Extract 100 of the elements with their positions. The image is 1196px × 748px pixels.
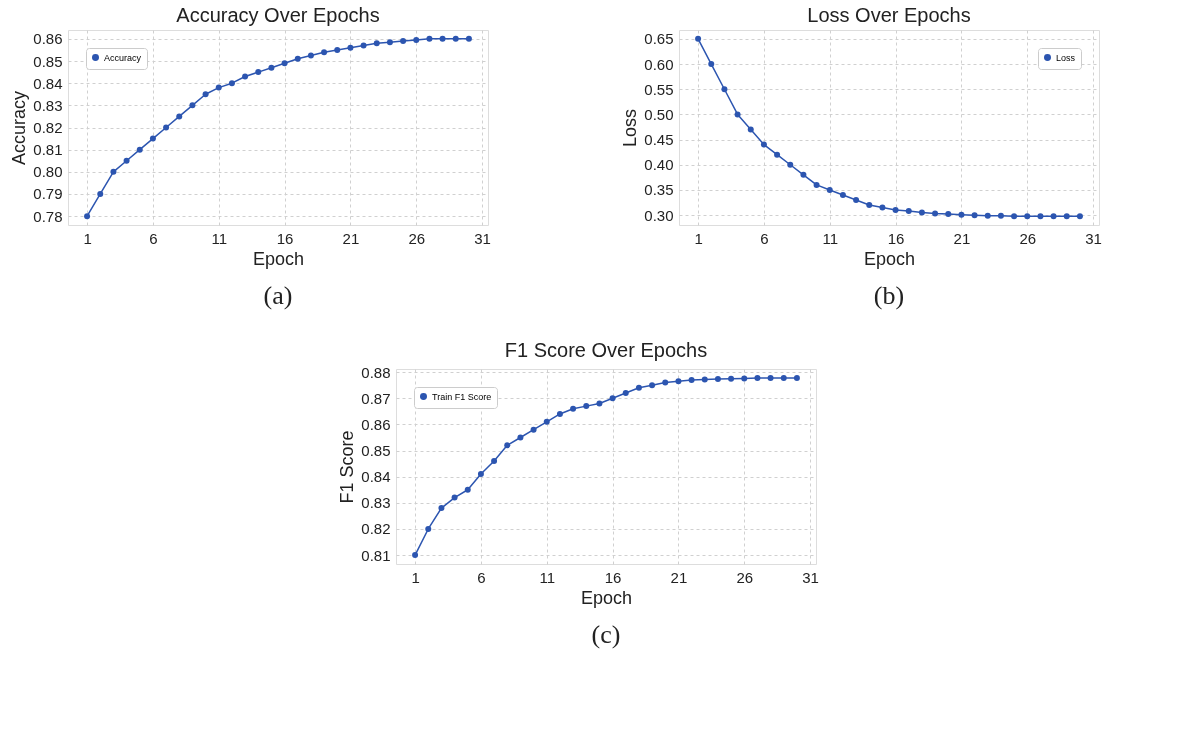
x-tick-label: 31: [1085, 229, 1102, 247]
point: [307, 52, 314, 59]
y-tick-label: 0.82: [361, 520, 391, 538]
point: [477, 471, 484, 478]
point: [635, 384, 642, 391]
x-tick-label: 6: [760, 229, 769, 247]
y-tick-label: 0.80: [33, 163, 63, 181]
point: [491, 458, 498, 464]
point: [932, 210, 939, 217]
point: [583, 403, 590, 410]
point: [879, 204, 886, 211]
point: [839, 191, 846, 198]
y-tick-label: 0.82: [33, 119, 63, 136]
point: [268, 64, 275, 71]
x-tick-label: 6: [477, 568, 486, 586]
point: [334, 46, 341, 53]
point: [136, 146, 143, 153]
chart-title: Loss Over Epochs: [807, 4, 971, 26]
x-axis-title: Epoch: [580, 587, 633, 608]
point: [426, 35, 433, 42]
text: (c): [591, 620, 621, 649]
legend-label: Train F1 Score: [432, 391, 492, 402]
x-tick-label: 31: [802, 568, 819, 586]
point: [439, 35, 446, 42]
point: [228, 80, 235, 87]
point: [517, 434, 524, 441]
point: [1024, 213, 1031, 220]
y-tick-label: 0.30: [644, 206, 674, 224]
point: [84, 213, 91, 220]
y-axis-title: F1 Score: [337, 430, 358, 504]
point: [1050, 213, 1057, 220]
y-tick-label: 0.86: [361, 415, 391, 433]
y-tick-label: 0.83: [361, 494, 391, 512]
point: [918, 209, 925, 216]
y-tick-label: 0.55: [644, 80, 674, 98]
point: [741, 375, 748, 382]
point: [892, 207, 899, 214]
y-tick-label: 0.50: [644, 105, 674, 123]
y-axis-title: Accuracy: [9, 90, 30, 166]
point: [1037, 213, 1044, 220]
point: [721, 86, 728, 93]
point: [149, 135, 156, 142]
point: [675, 378, 682, 385]
point: [556, 410, 563, 417]
x-tick-label: 11: [539, 568, 556, 586]
x-tick-label: 1: [411, 568, 420, 586]
point: [452, 35, 459, 42]
point: [774, 151, 781, 158]
point: [215, 84, 222, 91]
y-tick-label: 0.88: [361, 363, 391, 381]
point: [622, 390, 629, 397]
x-tick-label: 26: [408, 229, 426, 247]
point: [905, 208, 912, 215]
point: [202, 91, 209, 98]
point: [97, 190, 104, 197]
x-axis-title: Epoch: [863, 248, 916, 269]
point: [347, 44, 354, 51]
y-tick-label: 0.45: [644, 131, 674, 149]
point: [984, 212, 991, 219]
point: [451, 494, 458, 501]
point: [662, 379, 669, 386]
x-tick-label: 11: [211, 229, 228, 247]
y-tick-label: 0.79: [33, 185, 63, 203]
text: (b): [873, 281, 905, 310]
point: [255, 69, 262, 76]
y-tick-label: 0.78: [33, 207, 63, 225]
point: [688, 376, 695, 383]
y-tick-label: 0.83: [33, 96, 63, 114]
point: [760, 141, 767, 148]
point: [373, 40, 380, 47]
x-tick-label: 11: [822, 229, 839, 247]
point: [813, 181, 820, 188]
point: [649, 382, 656, 389]
y-tick-label: 0.84: [361, 468, 391, 486]
point: [281, 60, 288, 67]
point: [504, 442, 511, 449]
y-tick-label: 0.40: [644, 156, 674, 174]
y-tick-label: 0.87: [361, 389, 391, 407]
point: [400, 38, 407, 45]
y-tick-label: 0.84: [33, 74, 63, 92]
point: [747, 126, 754, 133]
point: [754, 374, 761, 381]
point: [413, 36, 420, 43]
point: [780, 374, 787, 381]
point: [1076, 213, 1083, 220]
x-tick-label: 31: [474, 229, 491, 247]
y-tick-label: 0.81: [33, 141, 63, 159]
point: [110, 168, 117, 175]
x-tick-label: 1: [694, 229, 703, 247]
x-tick-label: 21: [953, 229, 971, 247]
point: [708, 61, 715, 68]
point: [189, 102, 196, 109]
point: [242, 73, 249, 80]
y-tick-label: 0.85: [361, 442, 391, 460]
y-tick-label: 0.35: [644, 181, 674, 199]
x-tick-label: 16: [887, 229, 905, 247]
point: [321, 49, 328, 56]
y-axis-title: Loss: [620, 108, 641, 148]
x-tick-label: 26: [1019, 229, 1037, 247]
point: [714, 375, 721, 382]
